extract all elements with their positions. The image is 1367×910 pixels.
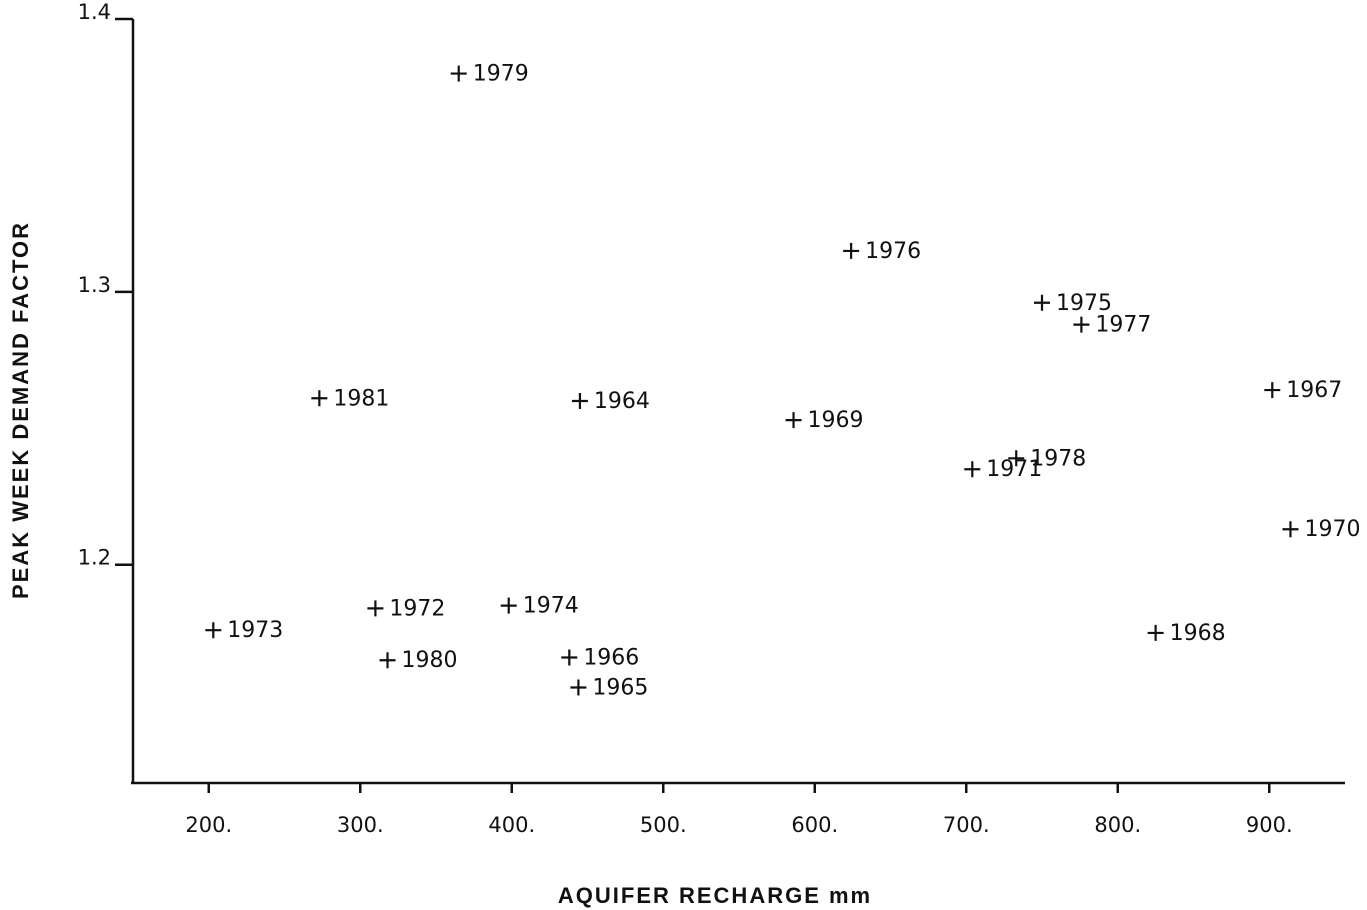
x-tick-label: 800. xyxy=(1094,813,1141,837)
point-label: 1977 xyxy=(1095,313,1151,338)
point-label: 1971 xyxy=(986,457,1042,482)
y-tick-label: 1.3 xyxy=(78,273,111,297)
point xyxy=(1147,624,1164,641)
y-tick-label: 1.4 xyxy=(78,0,111,24)
point xyxy=(843,242,860,259)
point-label: 1972 xyxy=(389,596,445,621)
point-label: 1965 xyxy=(592,676,648,701)
point xyxy=(570,679,587,696)
point-label: 1978 xyxy=(1030,446,1086,471)
point xyxy=(1034,294,1050,311)
point xyxy=(561,649,578,666)
point-label: 1964 xyxy=(594,389,650,414)
point-label: 1968 xyxy=(1170,621,1226,646)
point xyxy=(311,390,328,407)
point xyxy=(450,65,467,82)
x-tick-label: 500. xyxy=(640,813,687,837)
point-label: 1973 xyxy=(227,618,283,643)
point xyxy=(785,412,802,429)
point xyxy=(1264,382,1281,399)
point xyxy=(367,600,384,617)
y-axis-title: PEAK WEEK DEMAND FACTOR xyxy=(8,221,33,599)
x-tick-label: 200. xyxy=(185,813,232,837)
point-label: 1975 xyxy=(1056,291,1112,316)
y-tick-label: 1.2 xyxy=(78,546,111,570)
x-tick-label: 300. xyxy=(337,813,384,837)
point xyxy=(500,597,517,614)
point-label: 1976 xyxy=(865,239,921,264)
point-label: 1969 xyxy=(808,408,864,433)
point-label: 1979 xyxy=(473,62,529,87)
point xyxy=(205,622,222,639)
x-tick-label: 600. xyxy=(791,813,838,837)
point-label: 1966 xyxy=(583,645,639,670)
point-label: 1981 xyxy=(333,386,389,411)
point xyxy=(1008,450,1025,467)
point xyxy=(964,461,981,478)
point-label: 1970 xyxy=(1304,517,1360,542)
point xyxy=(379,652,396,669)
x-tick-label: 900. xyxy=(1246,813,1293,837)
point-label: 1974 xyxy=(523,594,579,619)
point xyxy=(571,393,588,409)
point xyxy=(1282,521,1299,538)
point-label: 1980 xyxy=(402,648,458,673)
x-axis-title: AQUIFER RECHARGE mm xyxy=(558,883,872,908)
point-label: 1967 xyxy=(1286,378,1342,403)
x-tick-label: 400. xyxy=(488,813,535,837)
point xyxy=(1073,316,1090,333)
x-tick-label: 700. xyxy=(943,813,990,837)
